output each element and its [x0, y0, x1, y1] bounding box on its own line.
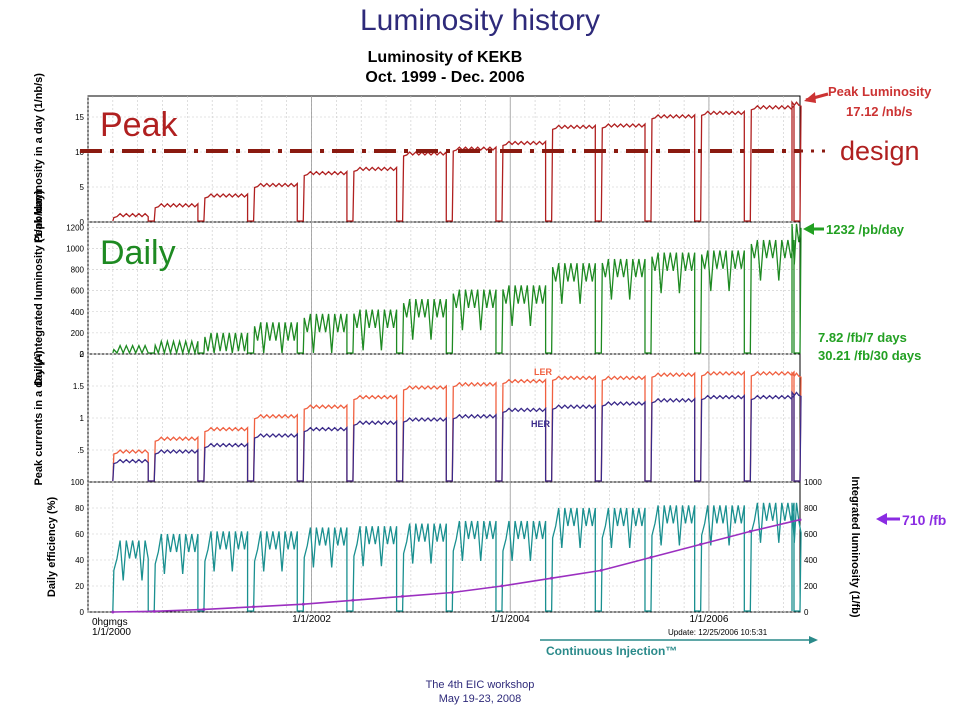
x-tick-label: 1/1/2004 [491, 614, 530, 625]
annotation-weekly: 7.82 /fb/7 days [818, 330, 907, 345]
x-tick-label: 1/1/2006 [689, 614, 728, 625]
series-daily-trace [112, 223, 802, 356]
footer-line2: May 19-23, 2008 [438, 693, 522, 705]
series-efficiency-trace [112, 502, 802, 612]
annotation-peak-arrow [804, 92, 829, 103]
y-tick-label: 10 [75, 148, 84, 157]
annotation-peak-line2: 17.12 /nb/s [846, 104, 912, 119]
y-tick-label: 15 [75, 113, 84, 122]
annotation-daily: 1232 /pb/day [826, 222, 905, 237]
y-tick-label: 0 [80, 350, 85, 359]
ylabel-currents: Peak currents in a day (A) [33, 350, 45, 485]
figure-title-line1: Luminosity of KEKB [368, 49, 523, 66]
y-tick-label: 1.5 [73, 382, 85, 391]
series-integrated-point [202, 607, 206, 611]
ler-label: LER [534, 367, 553, 377]
ylabel-efficiency: Daily efficiency (%) [46, 497, 58, 598]
series-peak-trace [112, 100, 802, 222]
overlay-daily: Daily [100, 234, 176, 272]
y-tick-label: 20 [75, 582, 84, 591]
annotation-daily-arrow [803, 223, 824, 235]
y-tick-label-right: 800 [804, 504, 818, 513]
panel-daily-frame [87, 221, 801, 355]
y-tick-label: 400 [71, 308, 85, 317]
series-integrated-point [401, 594, 405, 598]
x-start-glyph: 0hgmgs [92, 617, 128, 628]
series-integrated-point [111, 610, 115, 614]
ylabel-daily: Daily integrated luminosity (1/pb/day) [33, 190, 45, 386]
annotation-integrated: 710 /fb [902, 512, 946, 528]
y-tick-label: 800 [71, 266, 85, 275]
y-tick-label: 200 [71, 329, 85, 338]
slide-title: Luminosity history [359, 4, 601, 37]
series-integrated-point [550, 576, 554, 580]
annotation-integrated-arrow [876, 513, 900, 525]
x-tick-label: 1/1/2002 [292, 614, 331, 625]
her-label: HER [531, 419, 551, 429]
y-tick-label-right: 600 [804, 530, 818, 539]
slide-footer: The 4th EIC workshop May 19-23, 2008 [0, 678, 960, 706]
y-tick-label: 2 [80, 350, 85, 359]
continuous-injection-arrow [540, 636, 818, 644]
y-tick-label: 60 [75, 530, 84, 539]
series-integrated-point [351, 598, 355, 602]
y-tick-label: 1200 [66, 223, 84, 232]
series-integrated-point [450, 591, 454, 594]
ylabel-integrated: Integrated luminosity (1/fb) [849, 476, 861, 618]
y-tick-label-right: 1000 [804, 478, 822, 487]
series-integrated-point [699, 542, 703, 546]
series-her-trace [112, 390, 802, 482]
x-start-label: 1/1/2000 [92, 627, 131, 638]
ylabel-peak: Peak luminosity in a day (1/nb/s) [33, 73, 45, 243]
y-tick-label: 1 [80, 414, 85, 423]
figure-title-line2: Oct. 1999 - Dec. 2006 [365, 69, 524, 86]
y-tick-label: 80 [75, 504, 84, 513]
y-tick-label-right: 400 [804, 556, 818, 565]
series-integrated-point [649, 555, 653, 559]
y-tick-label: .5 [77, 446, 84, 455]
continuous-injection-label: Continuous Injection™ [546, 644, 677, 658]
y-tick-label: 100 [71, 478, 85, 487]
series-integrated-point [500, 584, 504, 588]
series-integrated-point [252, 605, 256, 609]
annotation-peak-line1: Peak Luminosity [828, 84, 932, 99]
y-tick-label-right: 200 [804, 582, 818, 591]
annotation-monthly: 30.21 /fb/30 days [818, 348, 921, 363]
y-tick-label-right: 0 [804, 608, 809, 617]
series-integrated-point [301, 602, 305, 606]
panel-peak-frame [87, 95, 801, 223]
series-integrated-point [748, 529, 752, 533]
series-integrated-point [798, 518, 802, 522]
overlay-peak: Peak [100, 106, 178, 144]
footer-line1: The 4th EIC workshop [425, 679, 535, 691]
y-tick-label: 1000 [66, 244, 84, 253]
y-tick-label: 0 [80, 218, 85, 227]
y-tick-label: 600 [71, 287, 85, 296]
overlay-design: design [840, 136, 920, 166]
y-tick-label: 5 [80, 183, 85, 192]
series-integrated-point [152, 609, 156, 613]
y-tick-label: 40 [75, 556, 84, 565]
update-text: Update: 12/25/2006 10:5:31 [668, 628, 768, 637]
series-integrated-point [599, 568, 603, 572]
y-tick-label: 0 [80, 608, 85, 617]
